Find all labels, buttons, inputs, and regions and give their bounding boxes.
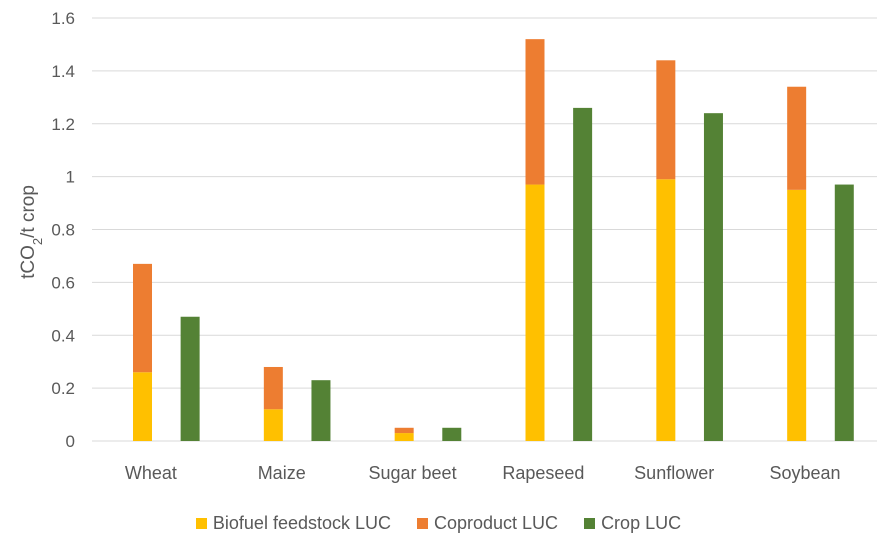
bar-coproduct-luc-wheat	[133, 263, 153, 373]
legend-item-crop-luc[interactable]: Crop LUC	[584, 513, 681, 534]
bar-biofuel-feedstock-luc-wheat	[133, 372, 153, 441]
bar-coproduct-luc-sugar-beet	[394, 427, 414, 434]
legend-swatch-crop-luc	[584, 517, 596, 529]
x-category-label: Soybean	[770, 463, 841, 483]
legend: Biofuel feedstock LUC Coproduct LUC Crop…	[0, 508, 877, 538]
legend-swatch-coproduct-luc	[417, 517, 428, 529]
y-axis-title-subscript: 2	[30, 238, 45, 245]
y-tick-label: 1.4	[51, 62, 75, 81]
legend-label: Biofuel feedstock LUC	[212, 512, 391, 533]
bar-coproduct-luc-rapeseed	[525, 39, 545, 185]
bar-crop-luc-sugar-beet	[442, 427, 462, 441]
y-axis-title: tCO2/t crop	[18, 185, 45, 279]
bar-coproduct-luc-maize	[263, 366, 283, 410]
y-axis-ticks: 0 0.2 0.4 0.6 0.8 1 1.2 1.4 1.6	[51, 9, 75, 451]
bar-crop-luc-soybean	[834, 184, 854, 441]
bar-biofuel-feedstock-luc-sunflower	[656, 179, 676, 442]
bar-coproduct-luc-sunflower	[656, 60, 676, 180]
x-category-label: Sugar beet	[369, 463, 457, 483]
y-tick-label: 0	[66, 432, 75, 451]
bar-coproduct-luc-soybean	[787, 86, 807, 190]
y-tick-label: 0.2	[51, 379, 75, 398]
x-category-label: Sunflower	[634, 463, 714, 483]
y-axis-title-rest: /t crop	[18, 185, 39, 238]
legend-label: Coproduct LUC	[434, 512, 559, 533]
bar-crop-luc-rapeseed	[573, 107, 593, 441]
y-tick-label: 0.8	[51, 221, 75, 240]
bar-biofuel-feedstock-luc-soybean	[787, 189, 807, 441]
legend-item-coproduct-luc[interactable]: Coproduct LUC	[417, 513, 558, 534]
x-category-label: Rapeseed	[502, 463, 584, 483]
y-tick-label: 0.6	[51, 273, 75, 292]
x-category-label: Maize	[258, 463, 306, 483]
bar-crop-luc-maize	[311, 380, 331, 441]
legend-swatch-biofuel-feedstock-luc	[195, 517, 207, 529]
bar-biofuel-feedstock-luc-maize	[263, 409, 283, 441]
y-tick-label: 1.6	[51, 9, 75, 28]
y-tick-label: 1.2	[51, 115, 75, 134]
y-axis-title-main: tCO	[18, 245, 39, 279]
bar-biofuel-feedstock-luc-rapeseed	[525, 184, 545, 441]
legend-label: Crop LUC	[601, 512, 682, 533]
bar-biofuel-feedstock-luc-sugar-beet	[394, 433, 414, 441]
bar-crop-luc-sunflower	[703, 113, 723, 442]
y-tick-label: 1	[66, 168, 75, 187]
bars	[133, 39, 854, 442]
x-axis-categories: Wheat Maize Sugar beet Rapeseed Sunflower Soy…	[125, 463, 841, 483]
x-category-label: Wheat	[125, 463, 177, 483]
legend-item-biofuel-feedstock-luc[interactable]: Biofuel feedstock LUC	[195, 512, 391, 534]
bar-crop-luc-wheat	[180, 316, 200, 441]
y-tick-label: 0.4	[51, 326, 75, 345]
gridlines	[92, 17, 877, 442]
